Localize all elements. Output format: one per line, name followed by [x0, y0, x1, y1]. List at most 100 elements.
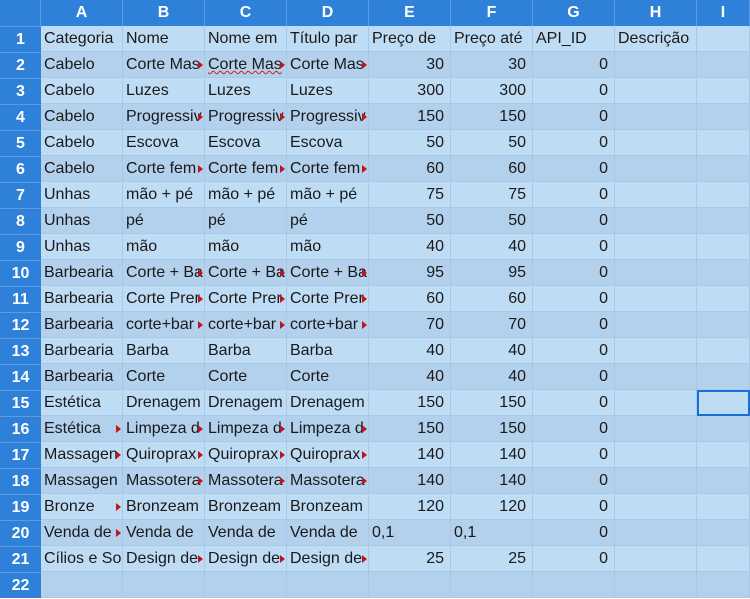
cell-a3[interactable]: Cabelo: [41, 78, 123, 104]
column-header-d[interactable]: D: [287, 0, 369, 26]
cell-g3[interactable]: 0: [533, 78, 615, 104]
column-header-b[interactable]: B: [123, 0, 205, 26]
cell-d9[interactable]: mão: [287, 234, 369, 260]
cell-d12[interactable]: corte+bar: [287, 312, 369, 338]
cell-f10[interactable]: 95: [451, 260, 533, 286]
cell-f6[interactable]: 60: [451, 156, 533, 182]
cell-d6[interactable]: Corte fem: [287, 156, 369, 182]
cell-f9[interactable]: 40: [451, 234, 533, 260]
cell-g8[interactable]: 0: [533, 208, 615, 234]
cell-c5[interactable]: Escova: [205, 130, 287, 156]
row-header-19[interactable]: 19: [0, 494, 41, 520]
column-header-h[interactable]: H: [615, 0, 697, 26]
cell-a14[interactable]: Barbearia: [41, 364, 123, 390]
cell-g10[interactable]: 0: [533, 260, 615, 286]
cell-a22[interactable]: [41, 572, 123, 598]
cell-c22[interactable]: [205, 572, 287, 598]
cell-b5[interactable]: Escova: [123, 130, 205, 156]
cell-h19[interactable]: [615, 494, 697, 520]
column-header-a[interactable]: A: [41, 0, 123, 26]
cell-c11[interactable]: Corte Prer: [205, 286, 287, 312]
cell-e16[interactable]: 150: [369, 416, 451, 442]
row-header-22[interactable]: 22: [0, 572, 41, 598]
cell-e20[interactable]: 0,1: [369, 520, 451, 546]
cell-i16[interactable]: [697, 416, 750, 442]
cell-b1[interactable]: Nome: [123, 26, 205, 52]
cell-d14[interactable]: Corte: [287, 364, 369, 390]
cell-a2[interactable]: Cabelo: [41, 52, 123, 78]
cell-e5[interactable]: 50: [369, 130, 451, 156]
cell-d2[interactable]: Corte Mas: [287, 52, 369, 78]
cell-a20[interactable]: Venda de: [41, 520, 123, 546]
cell-h12[interactable]: [615, 312, 697, 338]
cell-c10[interactable]: Corte + Ba: [205, 260, 287, 286]
cell-i11[interactable]: [697, 286, 750, 312]
cell-e21[interactable]: 25: [369, 546, 451, 572]
cell-g13[interactable]: 0: [533, 338, 615, 364]
cell-h18[interactable]: [615, 468, 697, 494]
cell-f14[interactable]: 40: [451, 364, 533, 390]
cell-b17[interactable]: Quiroprax: [123, 442, 205, 468]
cell-b3[interactable]: Luzes: [123, 78, 205, 104]
column-header-e[interactable]: E: [369, 0, 451, 26]
row-header-12[interactable]: 12: [0, 312, 41, 338]
cell-i19[interactable]: [697, 494, 750, 520]
cell-g16[interactable]: 0: [533, 416, 615, 442]
row-header-17[interactable]: 17: [0, 442, 41, 468]
cell-f2[interactable]: 30: [451, 52, 533, 78]
cell-d4[interactable]: Progressiv: [287, 104, 369, 130]
cell-e7[interactable]: 75: [369, 182, 451, 208]
row-header-14[interactable]: 14: [0, 364, 41, 390]
cell-h17[interactable]: [615, 442, 697, 468]
cell-f3[interactable]: 300: [451, 78, 533, 104]
cell-a9[interactable]: Unhas: [41, 234, 123, 260]
cell-h16[interactable]: [615, 416, 697, 442]
row-header-1[interactable]: 1: [0, 26, 41, 52]
cell-e18[interactable]: 140: [369, 468, 451, 494]
cell-g14[interactable]: 0: [533, 364, 615, 390]
cell-h11[interactable]: [615, 286, 697, 312]
cell-b20[interactable]: Venda de: [123, 520, 205, 546]
cell-c21[interactable]: Design de: [205, 546, 287, 572]
cell-i2[interactable]: [697, 52, 750, 78]
cell-f18[interactable]: 140: [451, 468, 533, 494]
cell-b18[interactable]: Massotera: [123, 468, 205, 494]
cell-b14[interactable]: Corte: [123, 364, 205, 390]
cell-c12[interactable]: corte+bar: [205, 312, 287, 338]
cell-b11[interactable]: Corte Prer: [123, 286, 205, 312]
cell-h22[interactable]: [615, 572, 697, 598]
cell-d15[interactable]: Drenagem: [287, 390, 369, 416]
cell-a6[interactable]: Cabelo: [41, 156, 123, 182]
row-header-7[interactable]: 7: [0, 182, 41, 208]
cell-i13[interactable]: [697, 338, 750, 364]
column-header-f[interactable]: F: [451, 0, 533, 26]
cell-a13[interactable]: Barbearia: [41, 338, 123, 364]
cell-c6[interactable]: Corte fem: [205, 156, 287, 182]
cell-b6[interactable]: Corte fem: [123, 156, 205, 182]
cell-h6[interactable]: [615, 156, 697, 182]
row-header-10[interactable]: 10: [0, 260, 41, 286]
cell-d17[interactable]: Quiroprax: [287, 442, 369, 468]
cell-c19[interactable]: Bronzeam: [205, 494, 287, 520]
cell-a21[interactable]: Cílios e So: [41, 546, 123, 572]
cell-e14[interactable]: 40: [369, 364, 451, 390]
cell-a11[interactable]: Barbearia: [41, 286, 123, 312]
row-header-5[interactable]: 5: [0, 130, 41, 156]
row-header-11[interactable]: 11: [0, 286, 41, 312]
cell-f11[interactable]: 60: [451, 286, 533, 312]
cell-g21[interactable]: 0: [533, 546, 615, 572]
cell-g4[interactable]: 0: [533, 104, 615, 130]
column-header-c[interactable]: C: [205, 0, 287, 26]
cell-i1[interactable]: [697, 26, 750, 52]
cell-e9[interactable]: 40: [369, 234, 451, 260]
cell-h5[interactable]: [615, 130, 697, 156]
cell-i4[interactable]: [697, 104, 750, 130]
cell-b9[interactable]: mão: [123, 234, 205, 260]
cell-f1[interactable]: Preço até: [451, 26, 533, 52]
cell-i12[interactable]: [697, 312, 750, 338]
cell-f7[interactable]: 75: [451, 182, 533, 208]
cell-a5[interactable]: Cabelo: [41, 130, 123, 156]
cell-b21[interactable]: Design de: [123, 546, 205, 572]
row-header-15[interactable]: 15: [0, 390, 41, 416]
